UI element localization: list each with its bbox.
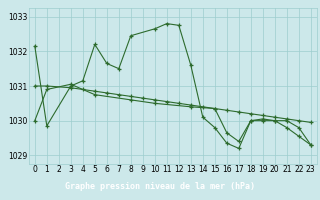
Text: Graphe pression niveau de la mer (hPa): Graphe pression niveau de la mer (hPa) xyxy=(65,182,255,191)
